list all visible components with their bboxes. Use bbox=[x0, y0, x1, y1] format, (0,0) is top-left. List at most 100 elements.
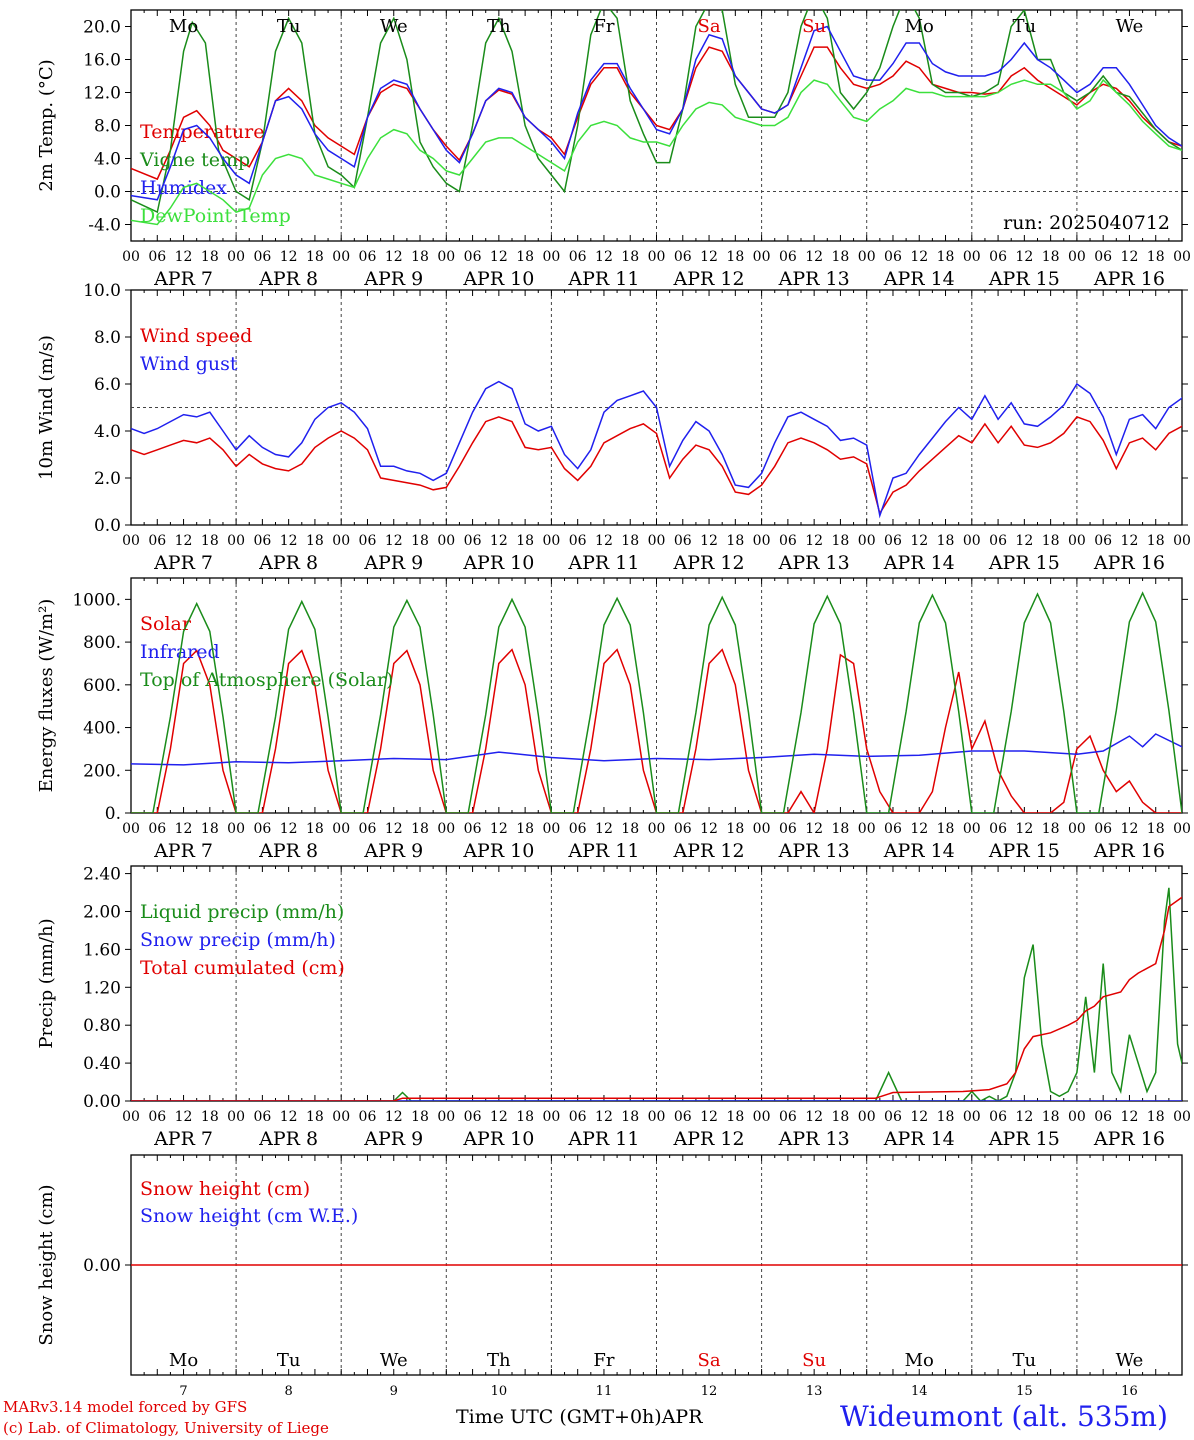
hour-label: 12 bbox=[490, 249, 508, 265]
hour-label: 00 bbox=[227, 1109, 245, 1125]
series-line-wind-speed bbox=[131, 416, 1182, 516]
hour-label: 12 bbox=[1015, 821, 1033, 837]
y-tick-label: 1000. bbox=[72, 590, 121, 610]
hour-label: 06 bbox=[1094, 249, 1112, 265]
y-tick-label: 1.20 bbox=[83, 978, 121, 998]
hour-label: 00 bbox=[332, 821, 350, 837]
hour-label: 06 bbox=[1094, 821, 1112, 837]
hour-label: 06 bbox=[674, 1109, 692, 1125]
lab-credit: (c) Lab. of Climatology, University of L… bbox=[3, 1419, 329, 1437]
hour-label: 12 bbox=[805, 249, 823, 265]
day-label: APR 12 bbox=[673, 1128, 745, 1150]
day-label: APR 16 bbox=[1093, 840, 1165, 862]
hour-label: 12 bbox=[280, 1109, 298, 1125]
hour-label: 12 bbox=[1015, 249, 1033, 265]
hour-label: 00 bbox=[227, 249, 245, 265]
y-tick-label: 0.0 bbox=[94, 183, 121, 203]
hour-label: 12 bbox=[910, 249, 928, 265]
day-number: 15 bbox=[1016, 1384, 1033, 1399]
hour-label: 00 bbox=[542, 249, 560, 265]
hour-label: 00 bbox=[122, 533, 140, 549]
day-number: 11 bbox=[596, 1384, 613, 1399]
hour-label: 12 bbox=[805, 821, 823, 837]
y-tick-label: 0.00 bbox=[83, 1092, 121, 1112]
hour-label: 18 bbox=[937, 1109, 955, 1125]
hour-label: 12 bbox=[805, 1109, 823, 1125]
hour-label: 00 bbox=[1173, 821, 1191, 837]
model-credit: MARv3.14 model forced by GFS bbox=[3, 1398, 248, 1416]
y-tick-label: 4.0 bbox=[94, 422, 121, 442]
y-axis-label: Snow height (cm) bbox=[36, 1184, 57, 1345]
legend-entry: Snow height (cm W.E.) bbox=[140, 1205, 358, 1227]
hour-label: 00 bbox=[1068, 821, 1086, 837]
hour-label: 12 bbox=[490, 1109, 508, 1125]
weekday-label: Tu bbox=[1013, 1350, 1037, 1371]
weekday-label: Mo bbox=[169, 16, 198, 37]
day-label: APR 13 bbox=[778, 552, 850, 574]
hour-label: 12 bbox=[385, 533, 403, 549]
series-line-wind-gust bbox=[131, 380, 1182, 519]
y-axis-label: Energy fluxes (W/m²) bbox=[36, 599, 57, 793]
hour-label: 00 bbox=[122, 249, 140, 265]
hour-label: 06 bbox=[253, 821, 271, 837]
y-tick-label: 0.80 bbox=[83, 1016, 121, 1036]
hour-label: 12 bbox=[1121, 821, 1139, 837]
hour-label: 12 bbox=[1121, 1109, 1139, 1125]
hour-label: 18 bbox=[306, 1109, 324, 1125]
day-label: APR 13 bbox=[778, 268, 850, 290]
hour-label: 00 bbox=[1068, 533, 1086, 549]
hour-label: 18 bbox=[832, 821, 850, 837]
weekday-label: Mo bbox=[169, 1350, 198, 1371]
hour-label: 18 bbox=[516, 1109, 534, 1125]
y-tick-label: 16.0 bbox=[83, 51, 121, 71]
hour-label: 18 bbox=[621, 1109, 639, 1125]
y-tick-label: 400. bbox=[83, 719, 121, 739]
y-axis-label: 2m Temp. (°C) bbox=[36, 59, 57, 191]
hour-label: 06 bbox=[569, 821, 587, 837]
series-line-solar bbox=[131, 648, 1182, 813]
hour-label: 12 bbox=[280, 249, 298, 265]
hour-label: 12 bbox=[1121, 533, 1139, 549]
day-label: APR 11 bbox=[567, 552, 639, 574]
weekday-label: Mo bbox=[905, 16, 934, 37]
hour-label: 00 bbox=[963, 1109, 981, 1125]
hour-label: 00 bbox=[332, 249, 350, 265]
day-label: APR 7 bbox=[153, 840, 213, 862]
hour-label: 18 bbox=[621, 249, 639, 265]
weekday-label: We bbox=[1116, 16, 1144, 37]
day-label: APR 14 bbox=[883, 1128, 955, 1150]
day-number: 12 bbox=[701, 1384, 718, 1399]
hour-label: 12 bbox=[595, 249, 613, 265]
hour-label: 00 bbox=[332, 533, 350, 549]
hour-label: 06 bbox=[884, 821, 902, 837]
hour-label: 18 bbox=[726, 1109, 744, 1125]
y-tick-label: 2.0 bbox=[94, 469, 121, 489]
weekday-label: Sa bbox=[698, 1350, 721, 1371]
hour-label: 18 bbox=[726, 533, 744, 549]
hour-label: 00 bbox=[542, 1109, 560, 1125]
y-tick-label: 2.40 bbox=[83, 865, 121, 885]
weekday-label: Th bbox=[487, 16, 511, 37]
hour-label: 06 bbox=[884, 249, 902, 265]
hour-label: 00 bbox=[332, 1109, 350, 1125]
hour-label: 18 bbox=[937, 249, 955, 265]
hour-label: 00 bbox=[227, 821, 245, 837]
weekday-label: We bbox=[1116, 1350, 1144, 1371]
hour-label: 06 bbox=[359, 1109, 377, 1125]
hour-label: 18 bbox=[411, 533, 429, 549]
day-label: APR 15 bbox=[988, 1128, 1060, 1150]
hour-label: 18 bbox=[832, 1109, 850, 1125]
day-number: 8 bbox=[285, 1384, 293, 1399]
hour-label: 06 bbox=[674, 533, 692, 549]
hour-label: 18 bbox=[201, 821, 219, 837]
y-tick-label: 12.0 bbox=[83, 84, 121, 104]
hour-label: 06 bbox=[989, 821, 1007, 837]
hour-label: 06 bbox=[989, 249, 1007, 265]
y-tick-label: 1.60 bbox=[83, 940, 121, 960]
hour-label: 00 bbox=[1173, 249, 1191, 265]
hour-label: 12 bbox=[175, 533, 193, 549]
day-label: APR 16 bbox=[1093, 268, 1165, 290]
day-label: APR 14 bbox=[883, 840, 955, 862]
series-line-infrared bbox=[131, 733, 1182, 766]
hour-label: 00 bbox=[648, 821, 666, 837]
